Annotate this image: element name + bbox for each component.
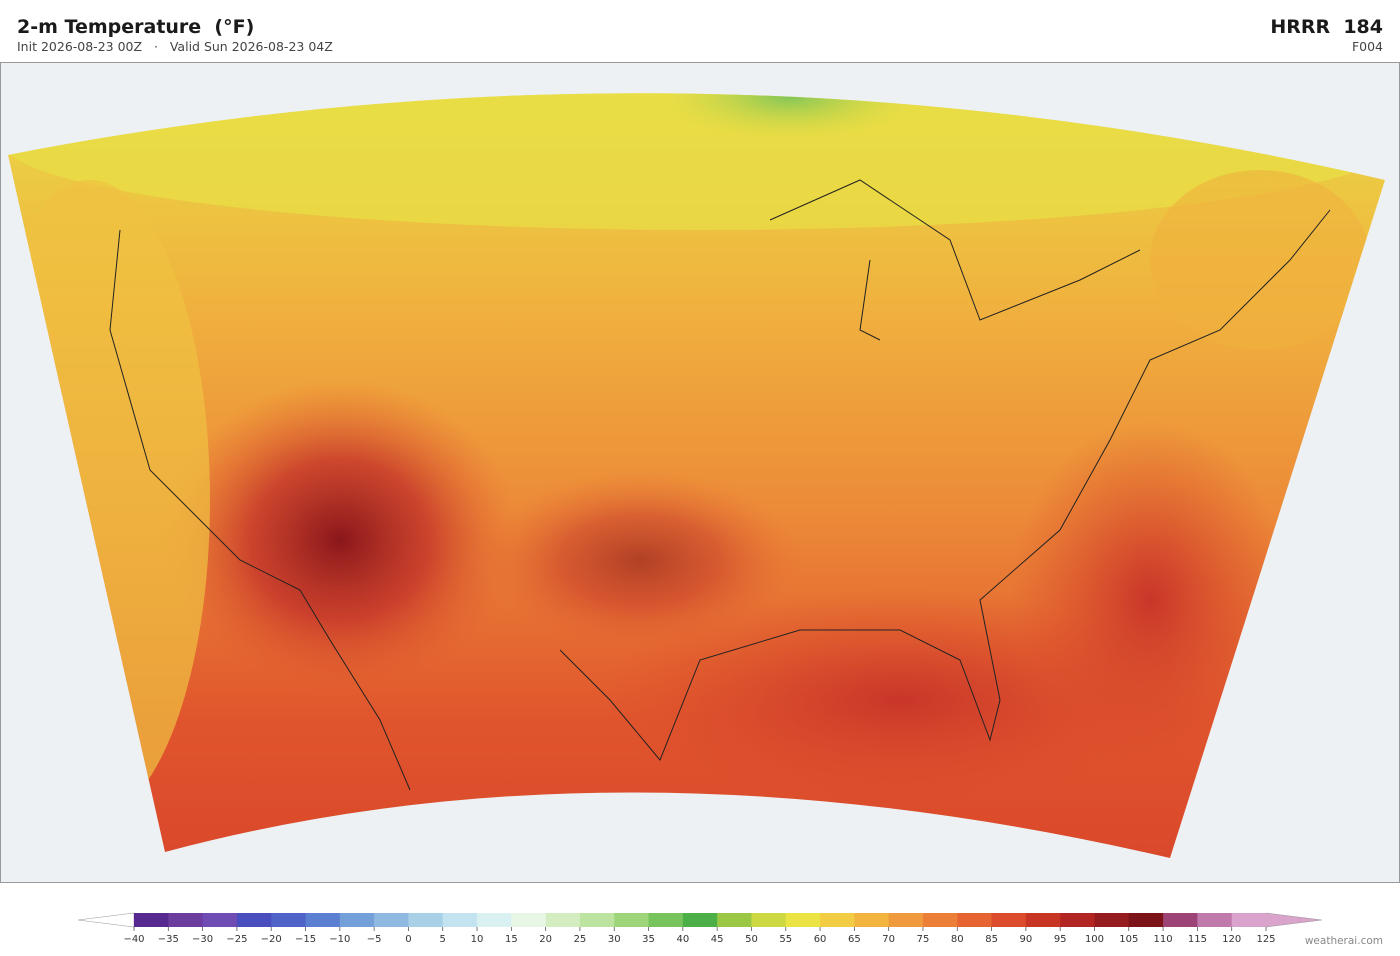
color-segment [339, 913, 375, 927]
tick-label: 80 [951, 934, 964, 945]
tick-label: 20 [539, 934, 552, 945]
color-segment [751, 913, 787, 927]
tick-label: −40 [123, 934, 144, 945]
color-segment [1231, 913, 1267, 927]
color-segment [991, 913, 1027, 927]
subtitle: Init 2026-08-23 00Z · Valid Sun 2026-08-… [17, 39, 333, 54]
color-segment [305, 913, 341, 927]
tick-label: 90 [1020, 934, 1033, 945]
color-segment [202, 913, 238, 927]
color-segment [1094, 913, 1130, 927]
tick-label: 30 [608, 934, 621, 945]
color-segment [1163, 913, 1198, 927]
tick-label: 50 [745, 934, 758, 945]
color-segment [1025, 913, 1061, 927]
color-segment [511, 913, 547, 927]
tick-label: 60 [814, 934, 827, 945]
color-segment [168, 913, 204, 927]
color-segment [922, 913, 958, 927]
color-segment [717, 913, 752, 927]
tick-label: 0 [405, 934, 411, 945]
tick-label: 110 [1154, 934, 1173, 945]
tick-label: 5 [440, 934, 446, 945]
tick-label: 115 [1188, 934, 1207, 945]
color-segment [271, 913, 307, 927]
tick-label: 105 [1119, 934, 1138, 945]
tick-label: 95 [1054, 934, 1067, 945]
color-segment [579, 913, 615, 927]
color-segment [820, 913, 855, 927]
tick-label: 75 [917, 934, 930, 945]
tick-label: −30 [192, 934, 213, 945]
tick-label: 100 [1085, 934, 1104, 945]
over-triangle [1265, 912, 1323, 928]
credit: weatherai.com [1304, 935, 1383, 947]
color-segment [545, 913, 581, 927]
tick-label: 55 [779, 934, 792, 945]
color-segment [614, 913, 650, 927]
color-segment [1060, 913, 1095, 927]
tick-label: 40 [676, 934, 689, 945]
color-segment [888, 913, 924, 927]
tick-label: 45 [711, 934, 724, 945]
tick-label: −15 [295, 934, 316, 945]
model: HRRR 184 [1270, 16, 1383, 38]
tick-label: 120 [1222, 934, 1241, 945]
tick-label: 25 [574, 934, 587, 945]
color-segment [957, 913, 993, 927]
color-segment [648, 913, 684, 927]
color-segment [134, 913, 169, 927]
coastlines [109, 179, 1331, 791]
color-segment [1197, 913, 1233, 927]
temperature-field [8, 93, 1385, 858]
color-segment [442, 913, 478, 927]
color-segment [682, 913, 718, 927]
tick-label: 15 [505, 934, 518, 945]
color-segment [854, 913, 890, 927]
forecast-hour: F004 [1351, 39, 1383, 54]
colorbar: −40 −35 −30 −25 −20 −15 −10 −5 0 5 10 15 20 25 30 35 40 4… [77, 912, 1323, 945]
color-segment [1128, 913, 1164, 927]
color-segment [785, 913, 821, 927]
under-triangle [77, 912, 135, 928]
color-segment [477, 913, 512, 927]
tick-label: 35 [642, 934, 655, 945]
tick-label: −35 [158, 934, 179, 945]
color-segment [408, 913, 444, 927]
tick-label: 70 [882, 934, 895, 945]
color-segment [236, 913, 272, 927]
tick-label: −10 [329, 934, 350, 945]
tick-label: 65 [848, 934, 861, 945]
tick-label: 125 [1256, 934, 1275, 945]
color-segment [374, 913, 409, 927]
tick-label: −5 [367, 934, 382, 945]
tick-label: 10 [471, 934, 484, 945]
title: 2-m Temperature (°F) [17, 16, 255, 38]
tick-label: 85 [985, 934, 998, 945]
tick-label: −20 [261, 934, 282, 945]
tick-label: −25 [226, 934, 247, 945]
